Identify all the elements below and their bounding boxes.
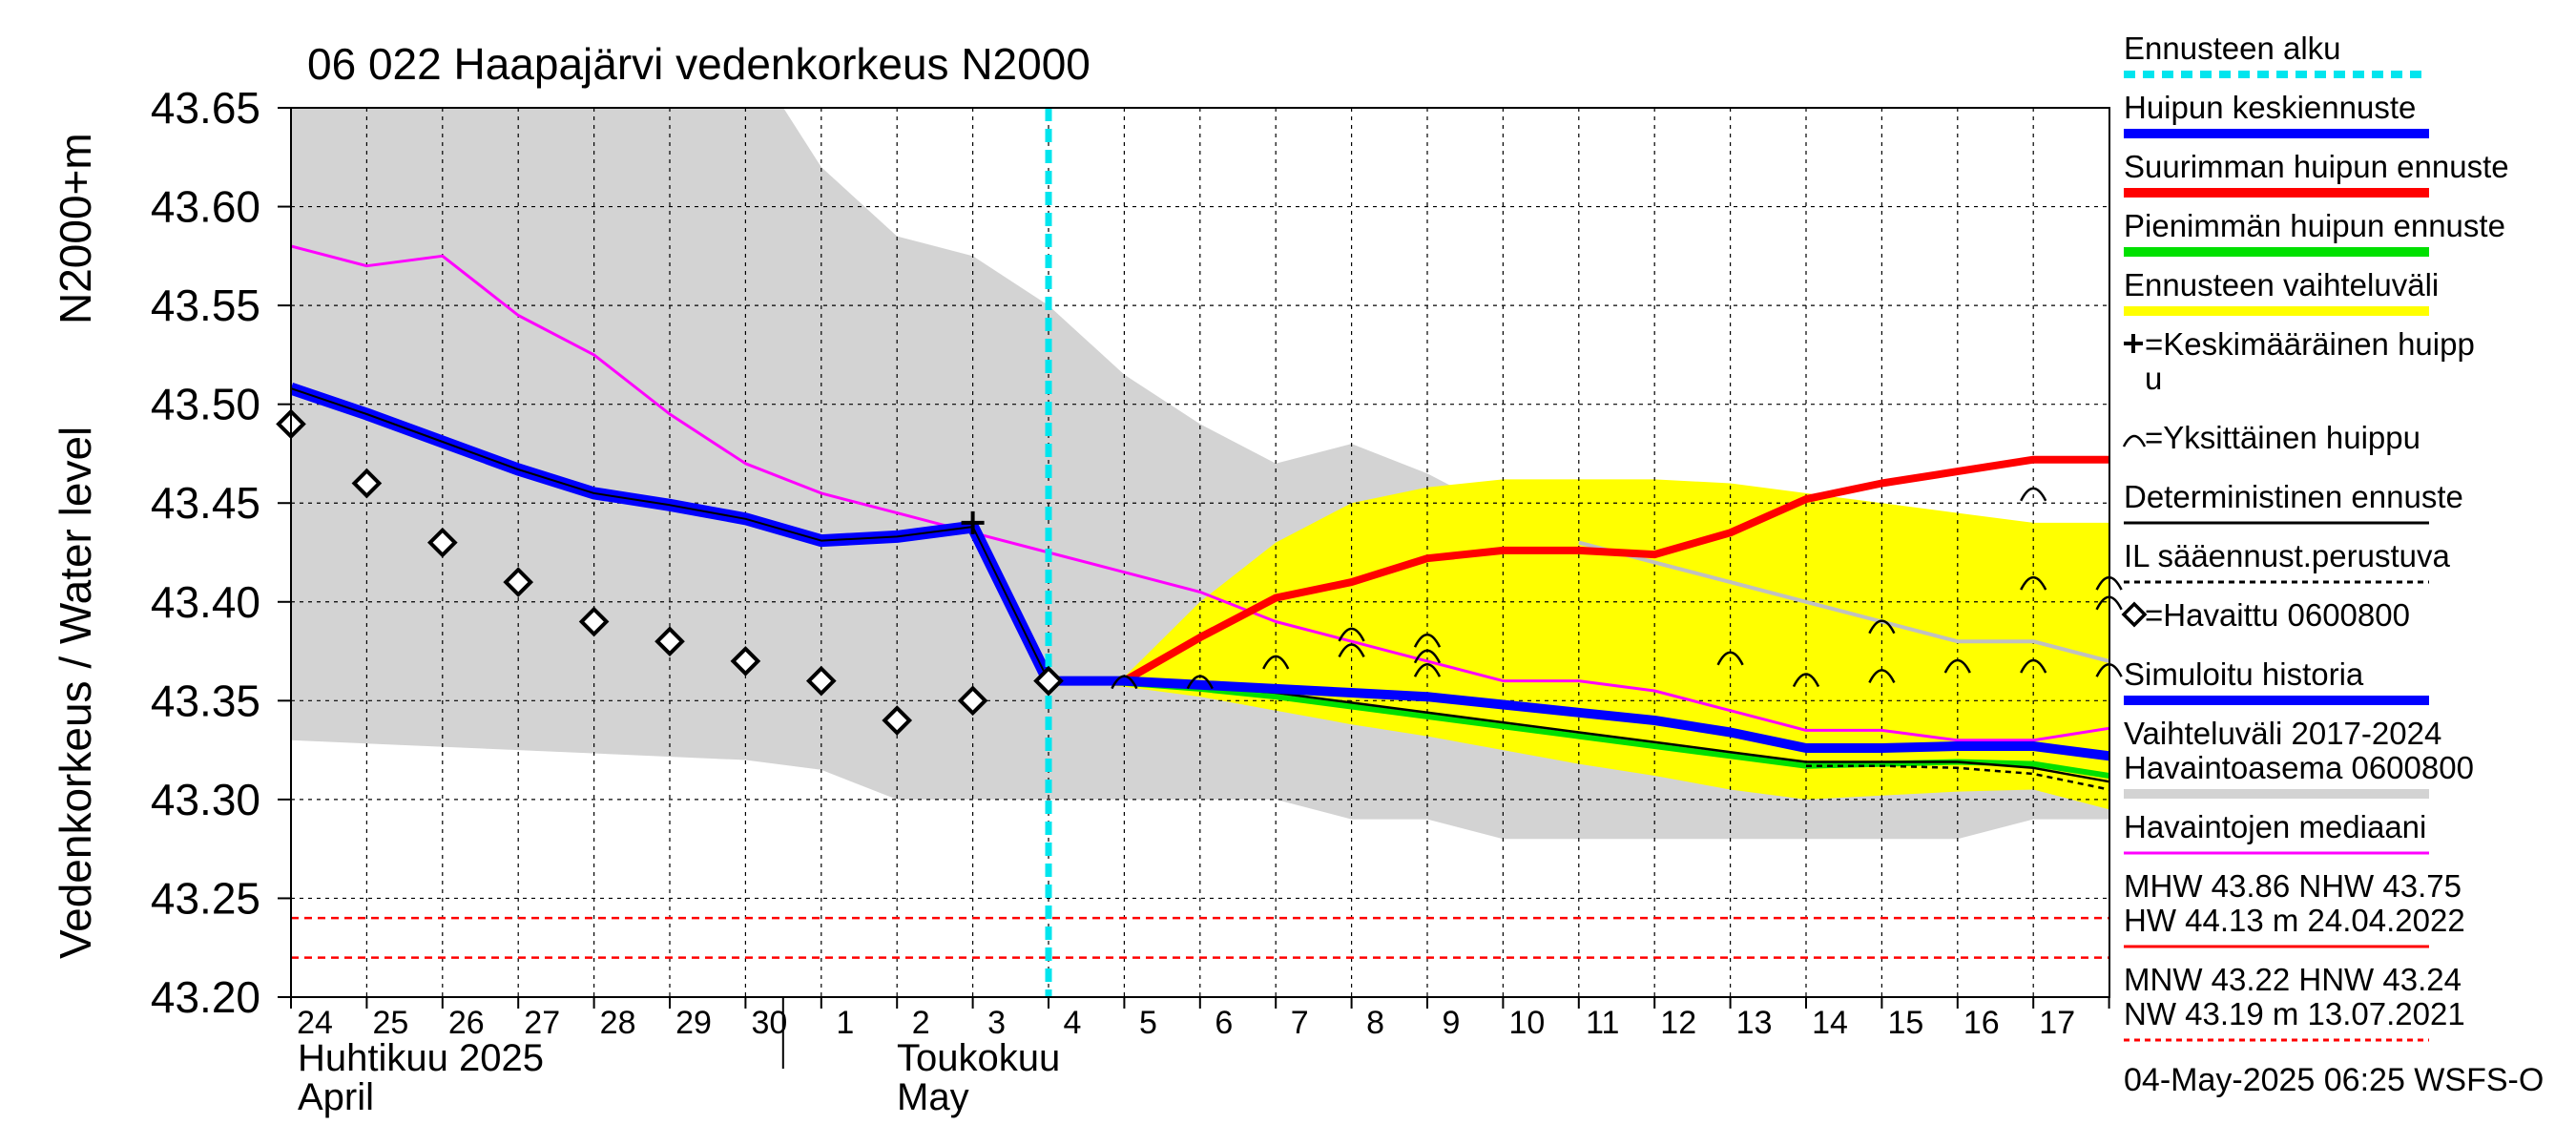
legend-label-14: MNW 43.22 HNW 43.24 bbox=[2124, 962, 2462, 997]
x-tick-label-7: 1 bbox=[836, 1005, 854, 1041]
x-tick-label-8: 2 bbox=[912, 1005, 930, 1041]
y-tick-label-6: 43.50 bbox=[151, 380, 260, 429]
single-peak-0 bbox=[1111, 675, 1138, 690]
single-peak-11 bbox=[1868, 669, 1896, 683]
x-tick-label-0: 24 bbox=[297, 1005, 333, 1041]
observed-point-9 bbox=[957, 685, 988, 717]
series-line-0 bbox=[291, 244, 2109, 742]
observed-point-10 bbox=[1033, 665, 1064, 697]
single-peak-7 bbox=[1413, 662, 1442, 677]
x-tick-label-9: 3 bbox=[987, 1005, 1006, 1041]
legend-label-5-b: u bbox=[2145, 361, 2162, 396]
x-tick-label-3: 27 bbox=[524, 1005, 560, 1041]
x-tick-label-23: 17 bbox=[2039, 1005, 2075, 1041]
legend-mean-peak-icon bbox=[2124, 334, 2143, 353]
x-tick-label-14: 8 bbox=[1366, 1005, 1384, 1041]
april-en-label: April bbox=[298, 1076, 374, 1118]
single-peak-5 bbox=[1413, 633, 1442, 648]
april-fi-label: Huhtikuu 2025 bbox=[298, 1037, 544, 1079]
series-line-7 bbox=[1049, 676, 2109, 761]
y-tick-label-2: 43.30 bbox=[151, 775, 260, 824]
observed-point-1 bbox=[351, 468, 383, 499]
series-line-1 bbox=[1578, 540, 2109, 663]
observed-point-7 bbox=[805, 665, 837, 697]
legend-label-11: Vaihteluväli 2017-2024 bbox=[2124, 716, 2441, 751]
x-tick-label-1: 25 bbox=[372, 1005, 408, 1041]
single-peak-10 bbox=[1868, 619, 1896, 635]
single-peak-3 bbox=[1338, 627, 1365, 642]
series-history-core bbox=[291, 387, 1049, 682]
legend-label-11-b: Havaintoasema 0600800 bbox=[2124, 750, 2474, 785]
x-tick-label-13: 7 bbox=[1291, 1005, 1309, 1041]
legend-label-12: Havaintojen mediaani bbox=[2124, 809, 2426, 844]
series-line-4 bbox=[1806, 764, 2109, 791]
observed-point-6 bbox=[730, 646, 761, 677]
single-peak-6 bbox=[1413, 649, 1442, 664]
single-peak-2 bbox=[1262, 655, 1290, 670]
x-tick-label-22: 16 bbox=[1963, 1005, 2000, 1041]
x-tick-label-19: 13 bbox=[1736, 1005, 1773, 1041]
x-tick-label-16: 10 bbox=[1508, 1005, 1545, 1041]
legend-label-9: =Havaittu 0600800 bbox=[2145, 597, 2410, 633]
may-fi-label: Toukokuu bbox=[897, 1037, 1060, 1079]
y-tick-label-0: 43.20 bbox=[151, 972, 260, 1022]
legend-label-13: MHW 43.86 NHW 43.75 bbox=[2124, 868, 2462, 904]
y-axis-unit: N2000+m bbox=[51, 133, 100, 324]
single-peak-4 bbox=[1338, 643, 1365, 658]
observed-point-5 bbox=[654, 626, 685, 657]
y-axis-label: Vedenkorkeus / Water level bbox=[51, 427, 100, 959]
x-tick-label-6: 30 bbox=[751, 1005, 787, 1041]
series-line-6 bbox=[1049, 455, 2109, 685]
legend-single-peak-icon bbox=[2122, 434, 2147, 448]
legend-label-8: IL sääennust.perustuva bbox=[2124, 538, 2450, 573]
observed-point-8 bbox=[882, 705, 913, 736]
legend-observed-icon bbox=[2121, 601, 2148, 628]
x-tick-label-21: 15 bbox=[1887, 1005, 1923, 1041]
legend-label-0: Ennusteen alku bbox=[2124, 31, 2341, 66]
y-tick-label-5: 43.45 bbox=[151, 478, 260, 528]
observed-point-2 bbox=[426, 527, 458, 558]
legend-label-1: Huipun keskiennuste bbox=[2124, 90, 2416, 125]
y-tick-label-4: 43.40 bbox=[151, 577, 260, 627]
x-tick-label-5: 29 bbox=[675, 1005, 712, 1041]
single-peak-1 bbox=[1186, 675, 1214, 690]
x-tick-label-4: 28 bbox=[600, 1005, 636, 1041]
footer-timestamp: 04-May-2025 06:25 WSFS-O bbox=[2124, 1062, 2544, 1098]
may-en-label: May bbox=[897, 1076, 969, 1118]
y-tick-label-7: 43.55 bbox=[151, 281, 260, 330]
x-tick-label-12: 6 bbox=[1215, 1005, 1233, 1041]
observed-point-3 bbox=[503, 567, 534, 597]
chart-title: 06 022 Haapajärvi vedenkorkeus N2000 bbox=[307, 39, 1091, 89]
y-tick-label-8: 43.60 bbox=[151, 182, 260, 232]
legend-label-13-b: HW 44.13 m 24.04.2022 bbox=[2124, 903, 2465, 938]
y-tick-label-9: 43.65 bbox=[151, 83, 260, 133]
range-band-1 bbox=[1049, 479, 2109, 810]
x-tick-label-10: 4 bbox=[1064, 1005, 1082, 1041]
x-tick-label-2: 26 bbox=[448, 1005, 485, 1041]
legend-label-4: Ennusteen vaihteluväli bbox=[2124, 267, 2439, 302]
x-tick-label-17: 11 bbox=[1586, 1005, 1619, 1041]
legend-label-14-b: NW 43.19 m 13.07.2021 bbox=[2124, 996, 2465, 1031]
y-tick-label-1: 43.25 bbox=[151, 873, 260, 923]
single-peak-12 bbox=[1943, 658, 1971, 674]
mean-peak-marker bbox=[961, 510, 985, 534]
legend-label-10: Simuloitu historia bbox=[2124, 656, 2364, 692]
single-peak-13 bbox=[2020, 487, 2047, 502]
single-peak-9 bbox=[1792, 673, 1820, 688]
single-peak-14 bbox=[2020, 575, 2047, 591]
legend-label-3: Pienimmän huipun ennuste bbox=[2124, 208, 2505, 243]
legend-label-7: Deterministinen ennuste bbox=[2124, 479, 2463, 514]
x-tick-label-15: 9 bbox=[1443, 1005, 1461, 1041]
legend-label-5: =Keskimääräinen huipp bbox=[2145, 326, 2475, 362]
x-tick-label-18: 12 bbox=[1660, 1005, 1696, 1041]
legend-label-6: =Yksittäinen huippu bbox=[2145, 420, 2420, 455]
x-tick-label-20: 14 bbox=[1812, 1005, 1848, 1041]
x-tick-label-11: 5 bbox=[1139, 1005, 1157, 1041]
y-tick-label-3: 43.35 bbox=[151, 676, 260, 725]
single-peak-8 bbox=[1716, 651, 1744, 666]
observed-point-4 bbox=[578, 606, 610, 637]
legend-label-2: Suurimman huipun ennuste bbox=[2124, 149, 2509, 184]
single-peak-15 bbox=[2020, 658, 2047, 674]
